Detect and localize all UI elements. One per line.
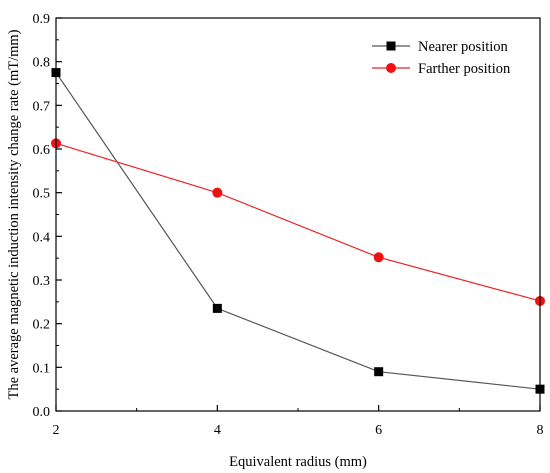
y-tick-label: 0.0 xyxy=(33,405,51,420)
legend-nearer-label: Nearer position xyxy=(418,39,509,55)
series-nearer-line xyxy=(55,72,541,390)
y-tick-label: 0.8 xyxy=(33,56,51,71)
x-axis-title: Equivalent radius (mm) xyxy=(229,454,367,470)
y-tick-label: 0.5 xyxy=(33,187,51,202)
legend-nearer-marker xyxy=(386,41,396,51)
series-farther-point xyxy=(373,252,384,263)
series-farther-point xyxy=(212,187,223,198)
legend-farther-marker xyxy=(386,63,396,73)
series-nearer-point xyxy=(374,367,384,377)
y-tick-label: 0.1 xyxy=(33,361,51,376)
y-tick-label: 0.9 xyxy=(33,12,51,27)
y-tick-label: 0.7 xyxy=(33,99,51,114)
y-tick-label: 0.2 xyxy=(33,318,51,333)
legend: Nearer position Farther position xyxy=(372,39,511,77)
legend-farther-label: Farther position xyxy=(418,61,511,77)
y-tick-label: 0.3 xyxy=(33,274,51,289)
x-tick-label: 8 xyxy=(537,423,544,438)
x-tick-label: 6 xyxy=(375,423,382,438)
x-tick-label: 4 xyxy=(214,423,221,438)
y-axis-title: The average magnetic induction intensity… xyxy=(6,29,22,399)
series-nearer-point xyxy=(212,303,222,313)
axes: 2 4 6 8 0.0 0.1 0.2 0.3 0.4 0.5 0.6 0.7 0.8 0.9 xyxy=(33,12,544,438)
y-tick-label: 0.4 xyxy=(33,230,51,245)
x-tick-label: 2 xyxy=(53,423,60,438)
y-tick-label: 0.6 xyxy=(33,143,51,158)
series-farther-line xyxy=(55,142,541,302)
